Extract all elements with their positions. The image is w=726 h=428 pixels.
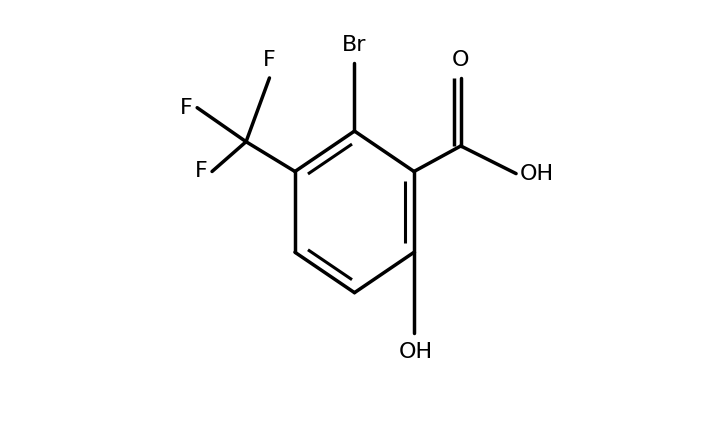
Text: F: F (180, 98, 193, 118)
Text: F: F (263, 50, 276, 70)
Text: Br: Br (342, 36, 367, 55)
Text: OH: OH (399, 342, 433, 362)
Text: F: F (195, 161, 208, 181)
Text: OH: OH (520, 163, 554, 184)
Text: O: O (452, 50, 470, 70)
